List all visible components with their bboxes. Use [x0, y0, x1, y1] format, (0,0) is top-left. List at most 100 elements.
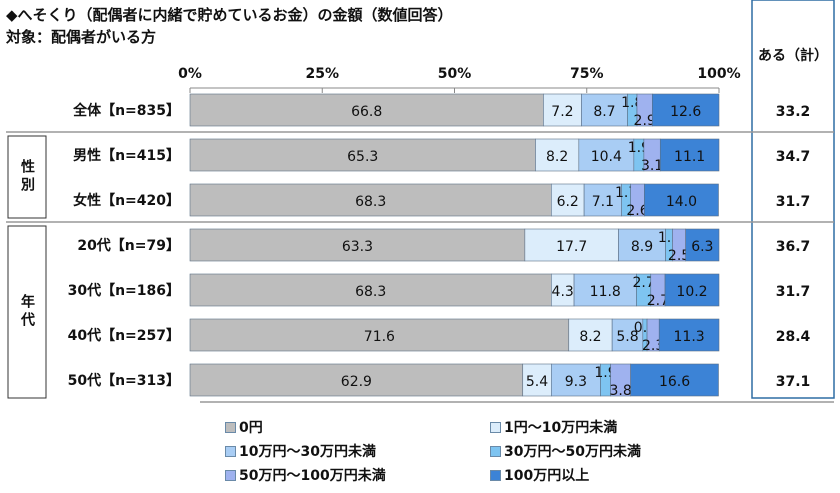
data-label: 9.3 — [565, 374, 587, 390]
chart-subtitle: 対象：配偶者がいる方 — [6, 28, 157, 46]
totals-box — [751, 0, 835, 399]
legend-swatch — [225, 421, 236, 433]
bar-segment — [189, 363, 524, 397]
data-label: 8.2 — [579, 329, 601, 345]
data-label: 4.3 — [552, 284, 574, 300]
bar-segment — [522, 363, 552, 397]
total-value: 33.2 — [776, 104, 811, 120]
group-box — [7, 225, 47, 399]
legend-label: 50万円～100万円未満 — [239, 468, 386, 484]
bar-segment — [658, 318, 720, 352]
data-label: 8.9 — [631, 239, 653, 255]
x-tick-label: 25% — [305, 66, 339, 82]
data-label: 16.6 — [659, 374, 690, 390]
legend-item: 10万円～30万円未満 — [225, 441, 490, 461]
data-label: 17.7 — [556, 239, 587, 255]
bar-segment — [652, 93, 720, 127]
bar-segment — [543, 93, 582, 127]
total-value: 36.7 — [776, 239, 811, 255]
group-label: 年代 — [19, 293, 36, 330]
data-label: 11.1 — [674, 149, 705, 165]
bar-segment — [581, 93, 628, 127]
total-value: 28.4 — [776, 329, 811, 345]
data-label: 63.3 — [342, 239, 373, 255]
bar-segment — [568, 318, 613, 352]
bar-segment — [189, 228, 526, 262]
data-label: 14.0 — [666, 194, 697, 210]
data-label: 66.8 — [351, 104, 382, 120]
data-label: 5.8 — [616, 329, 638, 345]
data-label: 11.3 — [674, 329, 705, 345]
bar-segment — [659, 138, 720, 172]
category-label: 40代【n=257】 — [68, 327, 180, 344]
x-tick-label: 50% — [438, 66, 472, 82]
legend-label: 0円 — [239, 420, 263, 436]
legend-swatch — [225, 445, 236, 457]
legend: 0円 1円～10万円未満 10万円～30万円未満 30万円～50万円未満 50万円～10… — [225, 417, 705, 485]
legend-item: 0円 — [225, 417, 490, 437]
data-label: 6.3 — [691, 239, 713, 255]
group-box — [7, 135, 47, 219]
total-value: 31.7 — [776, 194, 811, 210]
bar-segment — [664, 273, 720, 307]
legend-item: 30万円～50万円未満 — [490, 441, 705, 461]
data-label: 71.6 — [364, 329, 395, 345]
bar-segment — [524, 228, 619, 262]
group-label: 性別 — [19, 158, 36, 195]
data-label: 7.1 — [592, 194, 614, 210]
data-label: 8.7 — [593, 104, 615, 120]
category-label: 20代【n=79】 — [77, 237, 180, 254]
legend-swatch — [225, 469, 236, 481]
bar-segment — [551, 363, 601, 397]
legend-label: 100万円以上 — [504, 468, 590, 484]
data-label: 2.7 — [632, 275, 654, 291]
category-label: 全体【n=835】 — [72, 102, 180, 119]
bar-segment — [189, 273, 552, 307]
legend-swatch — [490, 421, 501, 433]
total-value: 37.1 — [776, 374, 811, 390]
bar-segment — [618, 228, 666, 262]
category-label: 50代【n=313】 — [68, 372, 180, 389]
legend-label: 30万円～50万円未満 — [504, 444, 641, 460]
legend-swatch — [490, 469, 501, 481]
data-label: 3.1 — [641, 158, 663, 174]
data-label: 2.3 — [642, 338, 664, 354]
data-label: 10.2 — [676, 284, 707, 300]
bar-segment — [578, 138, 635, 172]
legend-item: 50万円～100万円未満 — [225, 465, 490, 485]
data-label: 65.3 — [347, 149, 378, 165]
data-label: 62.9 — [341, 374, 372, 390]
bar-segment — [189, 93, 544, 127]
data-label: 5.4 — [526, 374, 548, 390]
legend-item: 1円～10万円未満 — [490, 417, 705, 437]
data-label: 3.8 — [609, 383, 631, 399]
legend-label: 10万円～30万円未満 — [239, 444, 376, 460]
bar-segment — [189, 318, 570, 352]
x-tick-label: 75% — [570, 66, 604, 82]
bar-segment — [583, 183, 622, 217]
data-label: 12.6 — [670, 104, 701, 120]
data-label: 6.2 — [557, 194, 579, 210]
bar-segment — [189, 183, 552, 217]
category-label: 男性【n=415】 — [73, 147, 180, 164]
category-label: 女性【n=420】 — [73, 192, 180, 209]
x-tick-label: 0% — [178, 66, 202, 82]
x-tick-label: 100% — [697, 66, 740, 82]
chart-title: ◆へそくり（配偶者に内緒で貯めているお金）の金額（数値回答） — [6, 6, 453, 24]
bar-segment — [189, 138, 536, 172]
total-value: 34.7 — [776, 149, 811, 165]
data-label: 2.5 — [668, 248, 690, 264]
data-label: 68.3 — [355, 194, 386, 210]
legend-item: 100万円以上 — [490, 465, 705, 485]
bar-segment — [685, 228, 720, 262]
legend-label: 1円～10万円未満 — [504, 420, 618, 436]
bar-segment — [644, 183, 719, 217]
data-label: 7.2 — [551, 104, 573, 120]
data-label: 2.9 — [634, 113, 656, 129]
legend-swatch — [490, 445, 501, 457]
data-label: 8.2 — [546, 149, 568, 165]
data-label: 2.6 — [626, 203, 648, 219]
bar-segment — [535, 138, 580, 172]
